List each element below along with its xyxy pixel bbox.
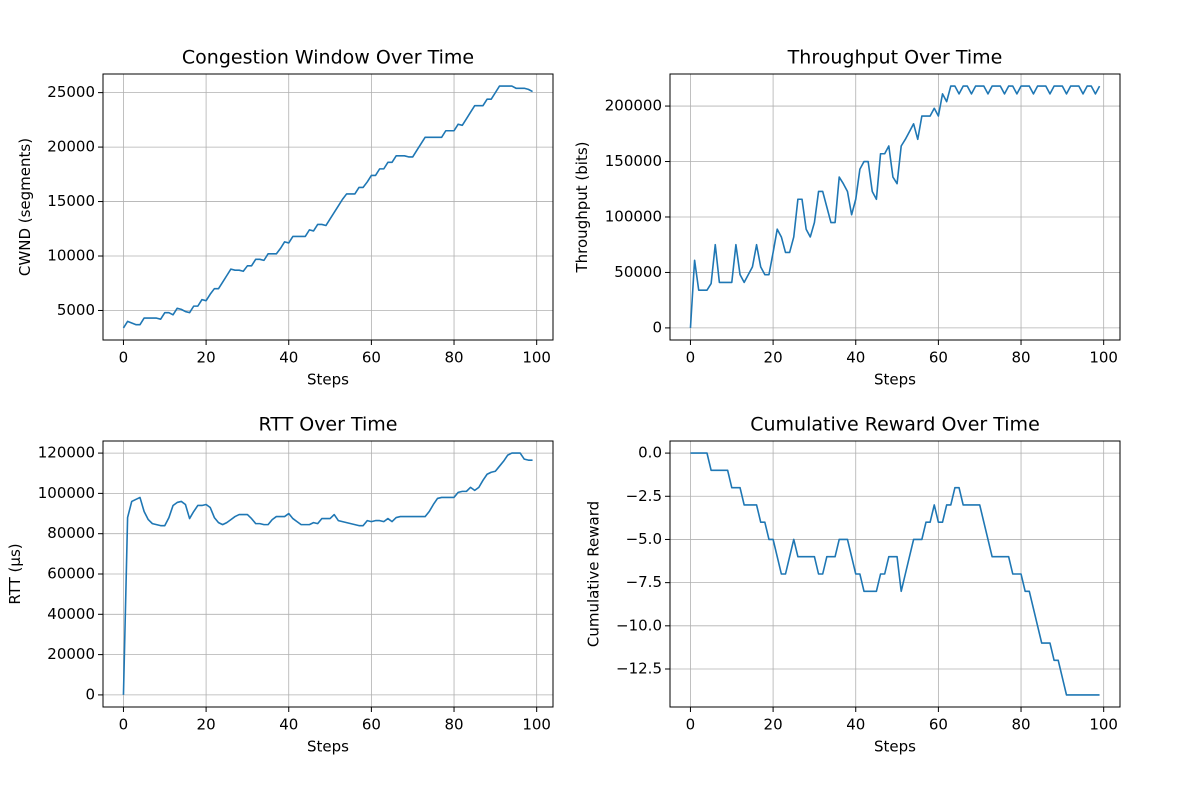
y-tick-label: 150000 [605, 152, 662, 170]
y-axis-label: Throughput (bits) [573, 142, 591, 274]
x-tick-label: 80 [1011, 716, 1030, 734]
data-line [122, 85, 533, 329]
y-tick-label: 15000 [47, 192, 95, 210]
y-tick-label: 60000 [47, 565, 95, 583]
y-tick-label: 100000 [38, 484, 95, 502]
axes-frame [669, 73, 1121, 341]
chart-title: Congestion Window Over Time [182, 47, 474, 69]
y-tick-label: 40000 [47, 605, 95, 623]
x-tick-label: 20 [764, 716, 783, 734]
x-tick-label: 0 [686, 716, 696, 734]
y-tick-label: 5000 [57, 301, 95, 319]
x-tick-label: 60 [929, 349, 948, 367]
x-tick-label: 0 [686, 349, 696, 367]
y-tick-label: 25000 [47, 83, 95, 101]
x-tick-label: 100 [1089, 716, 1118, 734]
x-axis-label: Steps [874, 371, 916, 389]
x-tick-label: 0 [119, 349, 129, 367]
x-tick-label: 40 [279, 349, 298, 367]
chart-title: Cumulative Reward Over Time [750, 414, 1040, 436]
axes-frame [102, 73, 554, 341]
y-tick-label: 200000 [605, 97, 662, 115]
y-tick-label: 120000 [38, 444, 95, 462]
x-tick-label: 20 [764, 349, 783, 367]
y-tick-label: −10.0 [616, 616, 662, 634]
x-tick-label: 80 [444, 716, 463, 734]
x-tick-label: 80 [444, 349, 463, 367]
y-tick-label: −7.5 [626, 573, 662, 591]
y-axis-label: RTT (µs) [6, 543, 24, 604]
y-tick-label: 100000 [605, 207, 662, 225]
x-tick-label: 60 [929, 716, 948, 734]
x-tick-label: 100 [522, 349, 551, 367]
x-tick-label: 100 [522, 716, 551, 734]
data-line [690, 452, 1100, 696]
x-tick-label: 20 [197, 349, 216, 367]
y-tick-label: 20000 [47, 645, 95, 663]
y-tick-label: 20000 [47, 138, 95, 156]
x-axis-label: Steps [307, 371, 349, 389]
data-line [689, 85, 1101, 328]
y-tick-label: 0 [652, 318, 662, 336]
x-tick-label: 60 [362, 349, 381, 367]
x-tick-label: 0 [119, 716, 129, 734]
x-tick-label: 40 [846, 716, 865, 734]
x-tick-label: 40 [279, 716, 298, 734]
axes-frame [669, 440, 1121, 708]
y-tick-label: −12.5 [616, 660, 662, 678]
x-tick-label: 20 [197, 716, 216, 734]
y-axis-label: CWND (segments) [16, 138, 34, 276]
x-axis-label: Steps [874, 738, 916, 756]
y-tick-label: −5.0 [626, 530, 662, 548]
chart-title: Throughput Over Time [787, 47, 1003, 69]
y-tick-label: 80000 [47, 524, 95, 542]
y-tick-label: −2.5 [626, 487, 662, 505]
x-axis-label: Steps [307, 738, 349, 756]
x-tick-label: 60 [362, 716, 381, 734]
y-tick-label: 0.0 [638, 444, 662, 462]
x-tick-label: 80 [1011, 349, 1030, 367]
data-line [122, 452, 533, 695]
y-tick-label: 50000 [614, 263, 662, 281]
x-tick-label: 100 [1089, 349, 1118, 367]
x-tick-label: 40 [846, 349, 865, 367]
y-tick-label: 10000 [47, 247, 95, 265]
chart-title: RTT Over Time [259, 414, 398, 436]
y-axis-label: Cumulative Reward [585, 501, 603, 647]
y-tick-label: 0 [85, 685, 95, 703]
